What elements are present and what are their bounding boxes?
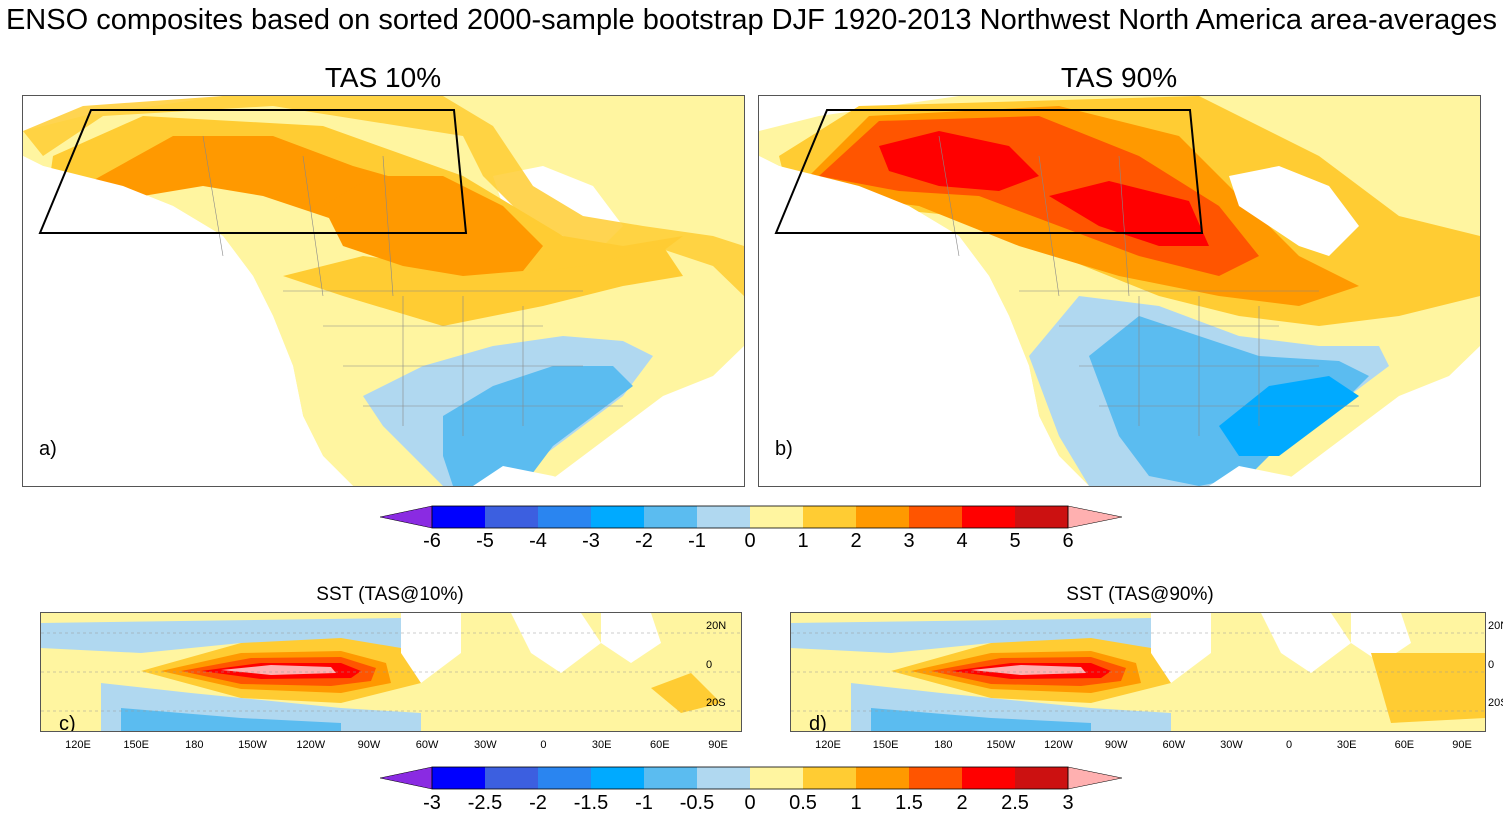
tas-90-map	[759, 96, 1480, 486]
sst-90-map	[791, 613, 1485, 731]
panel-d-label: d)	[809, 713, 827, 732]
lon-tick-label: 60E	[1394, 739, 1415, 751]
colorbar-tas-tick-label: 5	[1009, 530, 1021, 552]
colorbar-tas-tick-label: -3	[582, 530, 600, 552]
lon-tick-label: 180	[934, 739, 953, 751]
lon-tick-label: 30E	[591, 739, 612, 751]
lon-tick-label: 30E	[1336, 739, 1357, 751]
colorbar-sst-tick-label: 0	[744, 792, 756, 814]
lon-tick-label: 150E	[872, 739, 899, 751]
colorbar-sst-tick-label: -3	[423, 792, 441, 814]
lon-tick-label: 60E	[650, 739, 670, 751]
lon-tick-label: 150W	[986, 739, 1016, 751]
lon-tick-label: 0	[1286, 739, 1293, 751]
colorbar-sst-tick-label: 0.5	[789, 792, 817, 814]
lon-tick-label: 30W	[473, 739, 497, 751]
panel-c-title: SST (TAS@10%)	[316, 584, 464, 605]
lon-tick-label: 90W	[1104, 739, 1128, 751]
lat-tick-label: 20N	[1488, 620, 1503, 632]
colorbar-tas-tick-label: -1	[688, 530, 706, 552]
lon-tick-label: 120E	[815, 739, 841, 751]
colorbar-sst-tick-label: -1.5	[573, 792, 609, 814]
panel-b-title: TAS 90%	[1060, 62, 1178, 93]
lon-tick-label: 120W	[1044, 739, 1073, 751]
lon-tick-label: 90E	[708, 739, 728, 751]
colorbar-sst-tick-label: -1	[635, 792, 653, 814]
colorbar-tas	[380, 505, 1123, 529]
panel-d-title: SST (TAS@90%)	[1066, 584, 1214, 605]
panel-c-label: c)	[59, 713, 76, 732]
colorbar-tas-tick-label: -6	[423, 530, 441, 552]
colorbar-tas-tick-label: 3	[903, 530, 915, 552]
colorbar-tas-tick-label: -5	[476, 530, 494, 552]
colorbar-tas-tick-label: 1	[797, 530, 809, 552]
lon-tick-label: 180	[185, 739, 204, 751]
lon-tick-label: 60W	[1162, 739, 1186, 751]
map-panel-b: b)	[758, 95, 1481, 487]
colorbar-tas-tick-label: -2	[635, 530, 653, 552]
panel-a-label: a)	[39, 438, 57, 460]
lat-tick-label: 0	[1488, 659, 1495, 671]
lon-tick-label: 0	[540, 739, 547, 751]
colorbar-sst-tick-label: -0.5	[679, 792, 715, 814]
lat-tick-label: 0	[706, 659, 713, 671]
lat-tick-label: 20N	[706, 620, 727, 632]
lat-tick-label: 20S	[706, 697, 726, 709]
lon-tick-label: 150E	[123, 739, 150, 751]
colorbar-sst-tick-label: 1	[850, 792, 862, 814]
lon-tick-label: 150W	[238, 739, 267, 751]
figure-title: ENSO composites based on sorted 2000-sam…	[5, 4, 1498, 36]
colorbar-tas-tick-label: 2	[850, 530, 862, 552]
colorbar-sst-tick-label: 2.5	[1001, 792, 1029, 814]
panel-b-label: b)	[775, 438, 793, 460]
panel-a-title: TAS 10%	[324, 62, 442, 93]
lon-tick-label: 30W	[1220, 739, 1243, 751]
tas-10-map	[23, 96, 744, 486]
lon-tick-label: 60W	[415, 739, 439, 751]
lon-tick-label: 90W	[357, 739, 381, 751]
colorbar-sst-tick-label: 2	[956, 792, 968, 814]
map-panel-d: d)	[790, 612, 1486, 732]
colorbar-sst	[380, 766, 1123, 790]
colorbar-sst-tick-label: -2	[529, 792, 547, 814]
colorbar-tas-tick-label: -4	[529, 530, 547, 552]
colorbar-tas-tick-label: 6	[1062, 530, 1074, 552]
colorbar-sst-tick-label: -2.5	[467, 792, 503, 814]
sst-10-map	[41, 613, 741, 731]
colorbar-sst-tick-label: 3	[1062, 792, 1074, 814]
colorbar-tas-tick-label: 0	[744, 530, 756, 552]
lon-tick-label: 90E	[1452, 739, 1472, 751]
lon-tick-label: 120W	[296, 739, 326, 751]
colorbar-tas-tick-label: 4	[956, 530, 968, 552]
lon-tick-label: 120E	[65, 739, 91, 751]
map-panel-c: c)	[40, 612, 742, 732]
colorbar-sst-tick-label: 1.5	[895, 792, 923, 814]
map-panel-a: a)	[22, 95, 745, 487]
lat-tick-label: 20S	[1488, 697, 1503, 709]
